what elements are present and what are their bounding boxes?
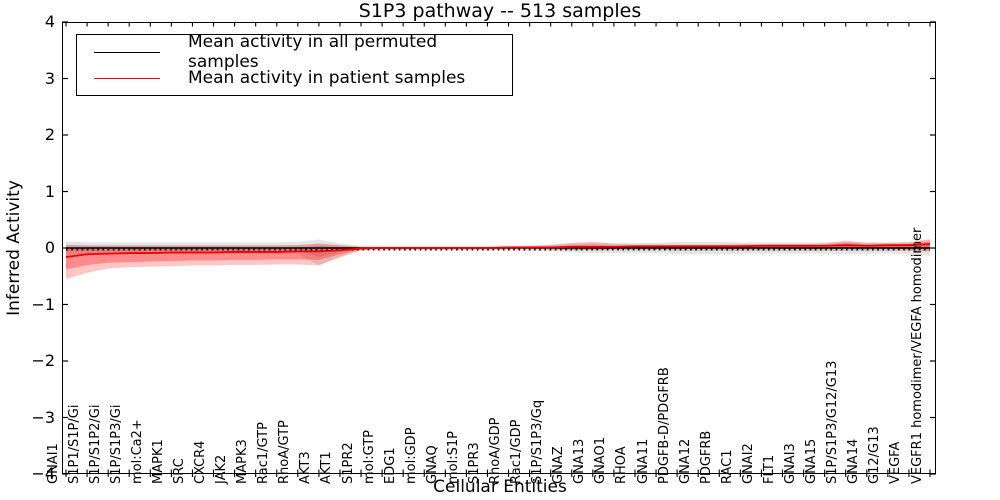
x-tick-label: S1P/S1P2/Gi	[87, 404, 103, 484]
x-tick-label: GNAI2	[740, 443, 756, 484]
x-tick-label: GNAO1	[593, 437, 609, 484]
x-tick-label: S1PR2	[340, 442, 356, 484]
y-tick-label: 3	[44, 68, 55, 88]
permuted-line-swatch	[94, 51, 160, 53]
x-tick-label: GNAI1	[45, 443, 61, 484]
x-tick-label: Rac1/GTP	[256, 422, 272, 484]
x-tick-label: GNAZ	[551, 446, 567, 484]
patient-line-swatch	[94, 77, 160, 79]
x-tick-label: PDGFB-D/PDGFRB	[656, 367, 672, 484]
patient-mean-line	[65, 243, 931, 258]
x-tick-label: RHOA	[614, 446, 630, 484]
y-tick-label: 0	[44, 238, 55, 257]
x-tick-label: GNA14	[846, 438, 862, 484]
x-tick-label: mol:GDP	[403, 427, 419, 484]
patient-outer-band	[66, 238, 930, 280]
x-tick-label: SRC	[171, 458, 187, 484]
y-tick-label: 4	[44, 12, 55, 31]
y-tick-label: −2	[31, 351, 55, 370]
x-tick-label: RhoA/GTP	[277, 420, 293, 484]
legend-label-permuted: Mean activity in all permuted samples	[188, 32, 438, 72]
y-tick-label: 2	[44, 125, 55, 144]
x-tick-label: RhoA/GDP	[488, 417, 504, 484]
x-tick-label: S1P1/S1P/Gi	[66, 404, 82, 484]
x-tick-label: Rac1/GDP	[509, 419, 525, 484]
x-tick-label: GNA13	[572, 438, 588, 484]
x-tick-label: VEGFA	[888, 441, 904, 484]
legend-item-permuted: Mean activity in all permuted samples	[77, 32, 512, 72]
x-tick-label: MAPK3	[235, 439, 251, 484]
x-tick-label: GNA12	[677, 438, 693, 484]
x-tick-label: VEGFR1 homodimer/VEGFA homodimer	[909, 227, 925, 484]
x-tick-label: GNAQ	[424, 445, 440, 484]
x-tick-label: GNAI3	[783, 443, 799, 484]
y-tick-label: −3	[31, 407, 55, 427]
x-tick-label: CXCR4	[193, 440, 208, 484]
x-tick-label: S1PR3	[466, 442, 482, 484]
y-tick-label: 1	[44, 181, 55, 201]
legend-item-patient: Mean activity in patient samples	[77, 65, 512, 91]
x-tick-label: GNA11	[635, 438, 651, 484]
chart-title: S1P3 pathway -- 513 samples	[358, 0, 642, 22]
x-axis-label: Cellular Entities	[433, 477, 567, 497]
x-tick-label: JAK2	[214, 454, 230, 484]
x-tick-label: mol:Ca2+	[129, 419, 145, 484]
legend-label-patient: Mean activity in patient samples	[188, 68, 466, 88]
x-tick-label: S1P/S1P3/Gq	[530, 399, 546, 484]
y-tick-label: −1	[31, 294, 55, 314]
x-tick-label: FLT1	[761, 454, 777, 484]
x-tick-label: AKT1	[319, 451, 335, 484]
x-tick-label: MAPK1	[150, 439, 166, 484]
legend: Mean activity in all permuted samples Me…	[76, 32, 513, 96]
x-tick-label: S1P/S1P3/G12/G13	[825, 360, 841, 484]
y-tick-label: −4	[31, 464, 55, 483]
x-tick-label: AKT3	[298, 451, 314, 484]
x-tick-label: mol:GTP	[361, 430, 377, 484]
x-tick-label: EDG1	[382, 447, 398, 484]
x-tick-label: G12/G13	[867, 426, 883, 484]
plot-area-border	[62, 22, 936, 474]
x-tick-label: mol:S1P	[445, 431, 461, 484]
x-tick-label: RAC1	[719, 449, 735, 484]
x-tick-label: S1P/S1P3/Gi	[108, 404, 124, 484]
x-tick-label: PDGFRB	[698, 430, 714, 484]
x-tick-label: GNA15	[804, 438, 820, 484]
